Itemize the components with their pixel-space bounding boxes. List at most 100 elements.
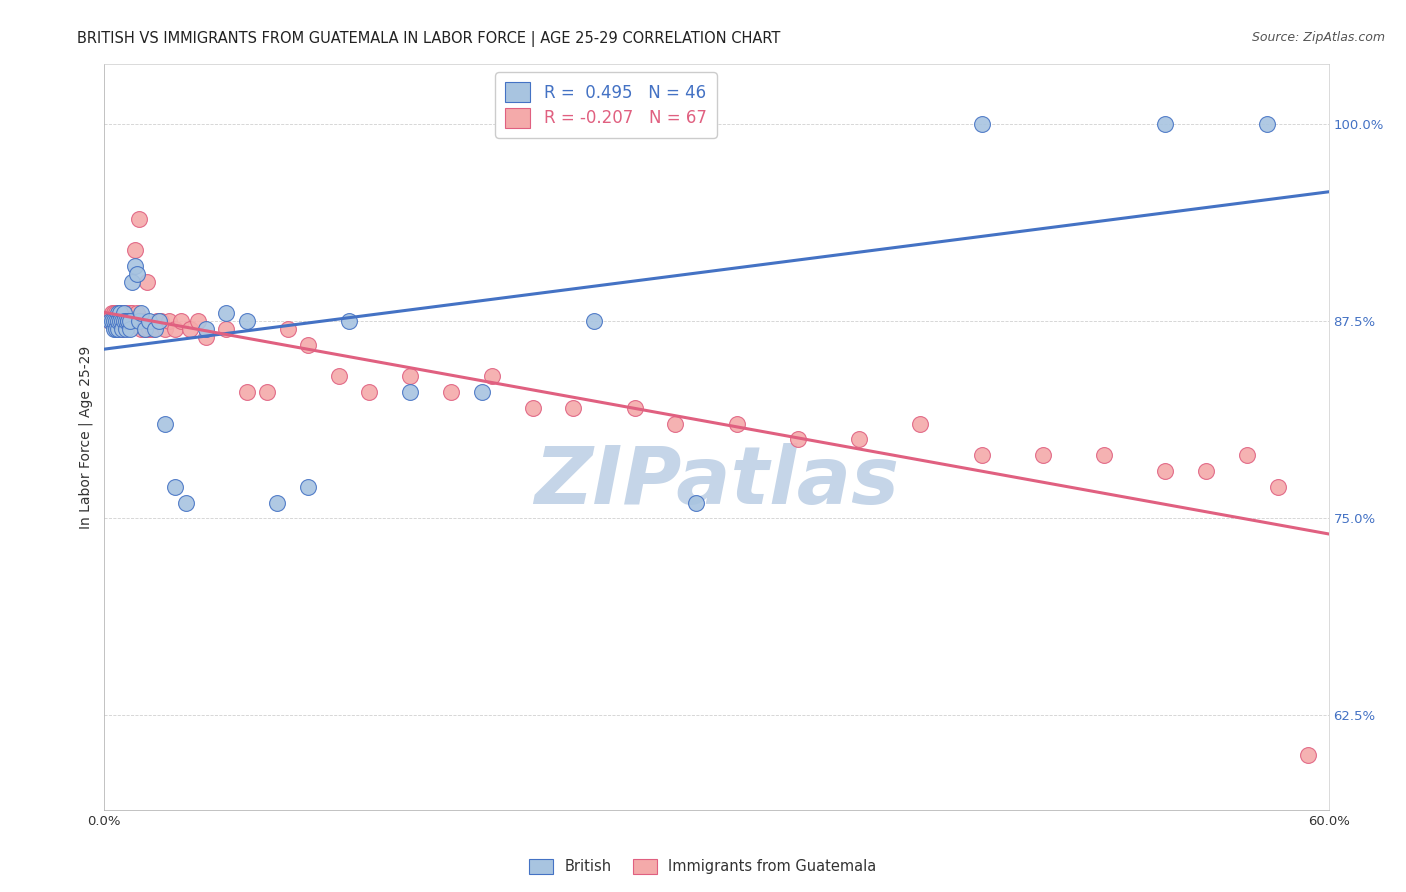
Point [108,306,131,320]
Point [848,433,870,447]
Point [111,314,134,328]
Point [115,314,138,328]
Point [399,369,422,384]
Point [107,314,129,328]
Point [165,480,187,494]
Point [105,322,128,336]
Point [138,322,160,336]
Point [117,314,139,328]
Point [108,306,131,320]
Point [107,314,129,328]
Point [1032,448,1054,462]
Point [1092,448,1115,462]
Point [142,322,165,336]
Point [725,417,748,431]
Point [108,314,131,328]
Point [120,306,142,320]
Point [115,322,138,336]
Point [124,243,146,257]
Point [120,322,142,336]
Point [135,275,157,289]
Point [1236,448,1258,462]
Point [103,322,125,336]
Point [138,314,160,328]
Y-axis label: In Labor Force | Age 25-29: In Labor Force | Age 25-29 [79,345,93,529]
Point [124,259,146,273]
Point [146,314,169,328]
Point [787,433,810,447]
Point [297,480,319,494]
Point [103,314,125,328]
Point [165,322,187,336]
Point [125,306,148,320]
Point [470,385,492,400]
Point [120,314,142,328]
Point [187,314,209,328]
Point [970,117,993,131]
Point [1195,464,1218,478]
Point [170,314,193,328]
Point [112,306,135,320]
Point [134,322,156,336]
Text: BRITISH VS IMMIGRANTS FROM GUATEMALA IN LABOR FORCE | AGE 25-29 CORRELATION CHAR: BRITISH VS IMMIGRANTS FROM GUATEMALA IN … [77,31,780,47]
Point [129,322,152,336]
Point [266,495,288,509]
Point [359,385,381,400]
Point [128,314,150,328]
Point [194,322,217,336]
Point [103,314,125,328]
Point [256,385,278,400]
Point [1256,117,1278,131]
Point [107,306,129,320]
Point [124,314,146,328]
Point [153,417,176,431]
Point [1154,464,1177,478]
Point [623,401,645,415]
Point [1267,480,1289,494]
Point [105,306,128,320]
Point [111,322,134,336]
Point [582,314,605,328]
Point [174,495,197,509]
Point [297,338,319,352]
Point [215,322,238,336]
Point [970,448,993,462]
Point [440,385,463,400]
Point [101,306,124,320]
Point [150,314,173,328]
Point [157,314,180,328]
Point [107,322,129,336]
Point [128,211,150,226]
Point [98,314,121,328]
Point [115,314,138,328]
Point [117,314,139,328]
Point [117,314,139,328]
Point [108,314,131,328]
Point [134,322,156,336]
Point [277,322,299,336]
Point [112,314,135,328]
Point [98,314,121,328]
Point [481,369,503,384]
Point [664,417,686,431]
Point [910,417,932,431]
Point [194,330,217,344]
Point [121,275,143,289]
Point [1154,117,1177,131]
Point [107,314,129,328]
Point [105,314,128,328]
Point [143,322,166,336]
Point [148,314,170,328]
Point [129,306,152,320]
Point [111,322,134,336]
Point [120,314,142,328]
Legend: British, Immigrants from Guatemala: British, Immigrants from Guatemala [523,853,883,880]
Legend: R =  0.495   N = 46, R = -0.207   N = 67: R = 0.495 N = 46, R = -0.207 N = 67 [495,72,717,137]
Point [125,267,148,281]
Point [215,306,238,320]
Point [131,314,153,328]
Point [522,401,544,415]
Point [105,314,128,328]
Point [103,306,125,320]
Point [1298,747,1320,762]
